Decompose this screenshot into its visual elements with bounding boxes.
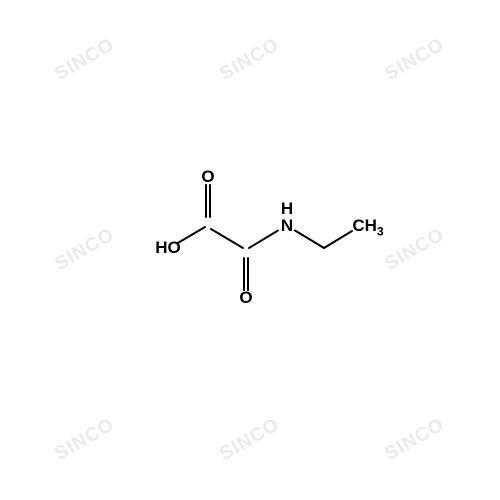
atom-label-ho: HO xyxy=(155,238,181,258)
atom-label-n: N xyxy=(281,216,293,236)
atom-label-o: O xyxy=(239,288,252,308)
atom-label-o: O xyxy=(201,167,214,187)
atom-label-h: H xyxy=(281,199,293,219)
product-image-canvas: SINCO SINCO SINCO SINCO SINCO SINCO SINC… xyxy=(0,0,500,500)
molecule-bonds xyxy=(0,0,500,500)
atom-label-ch3: CH3 xyxy=(352,216,383,236)
